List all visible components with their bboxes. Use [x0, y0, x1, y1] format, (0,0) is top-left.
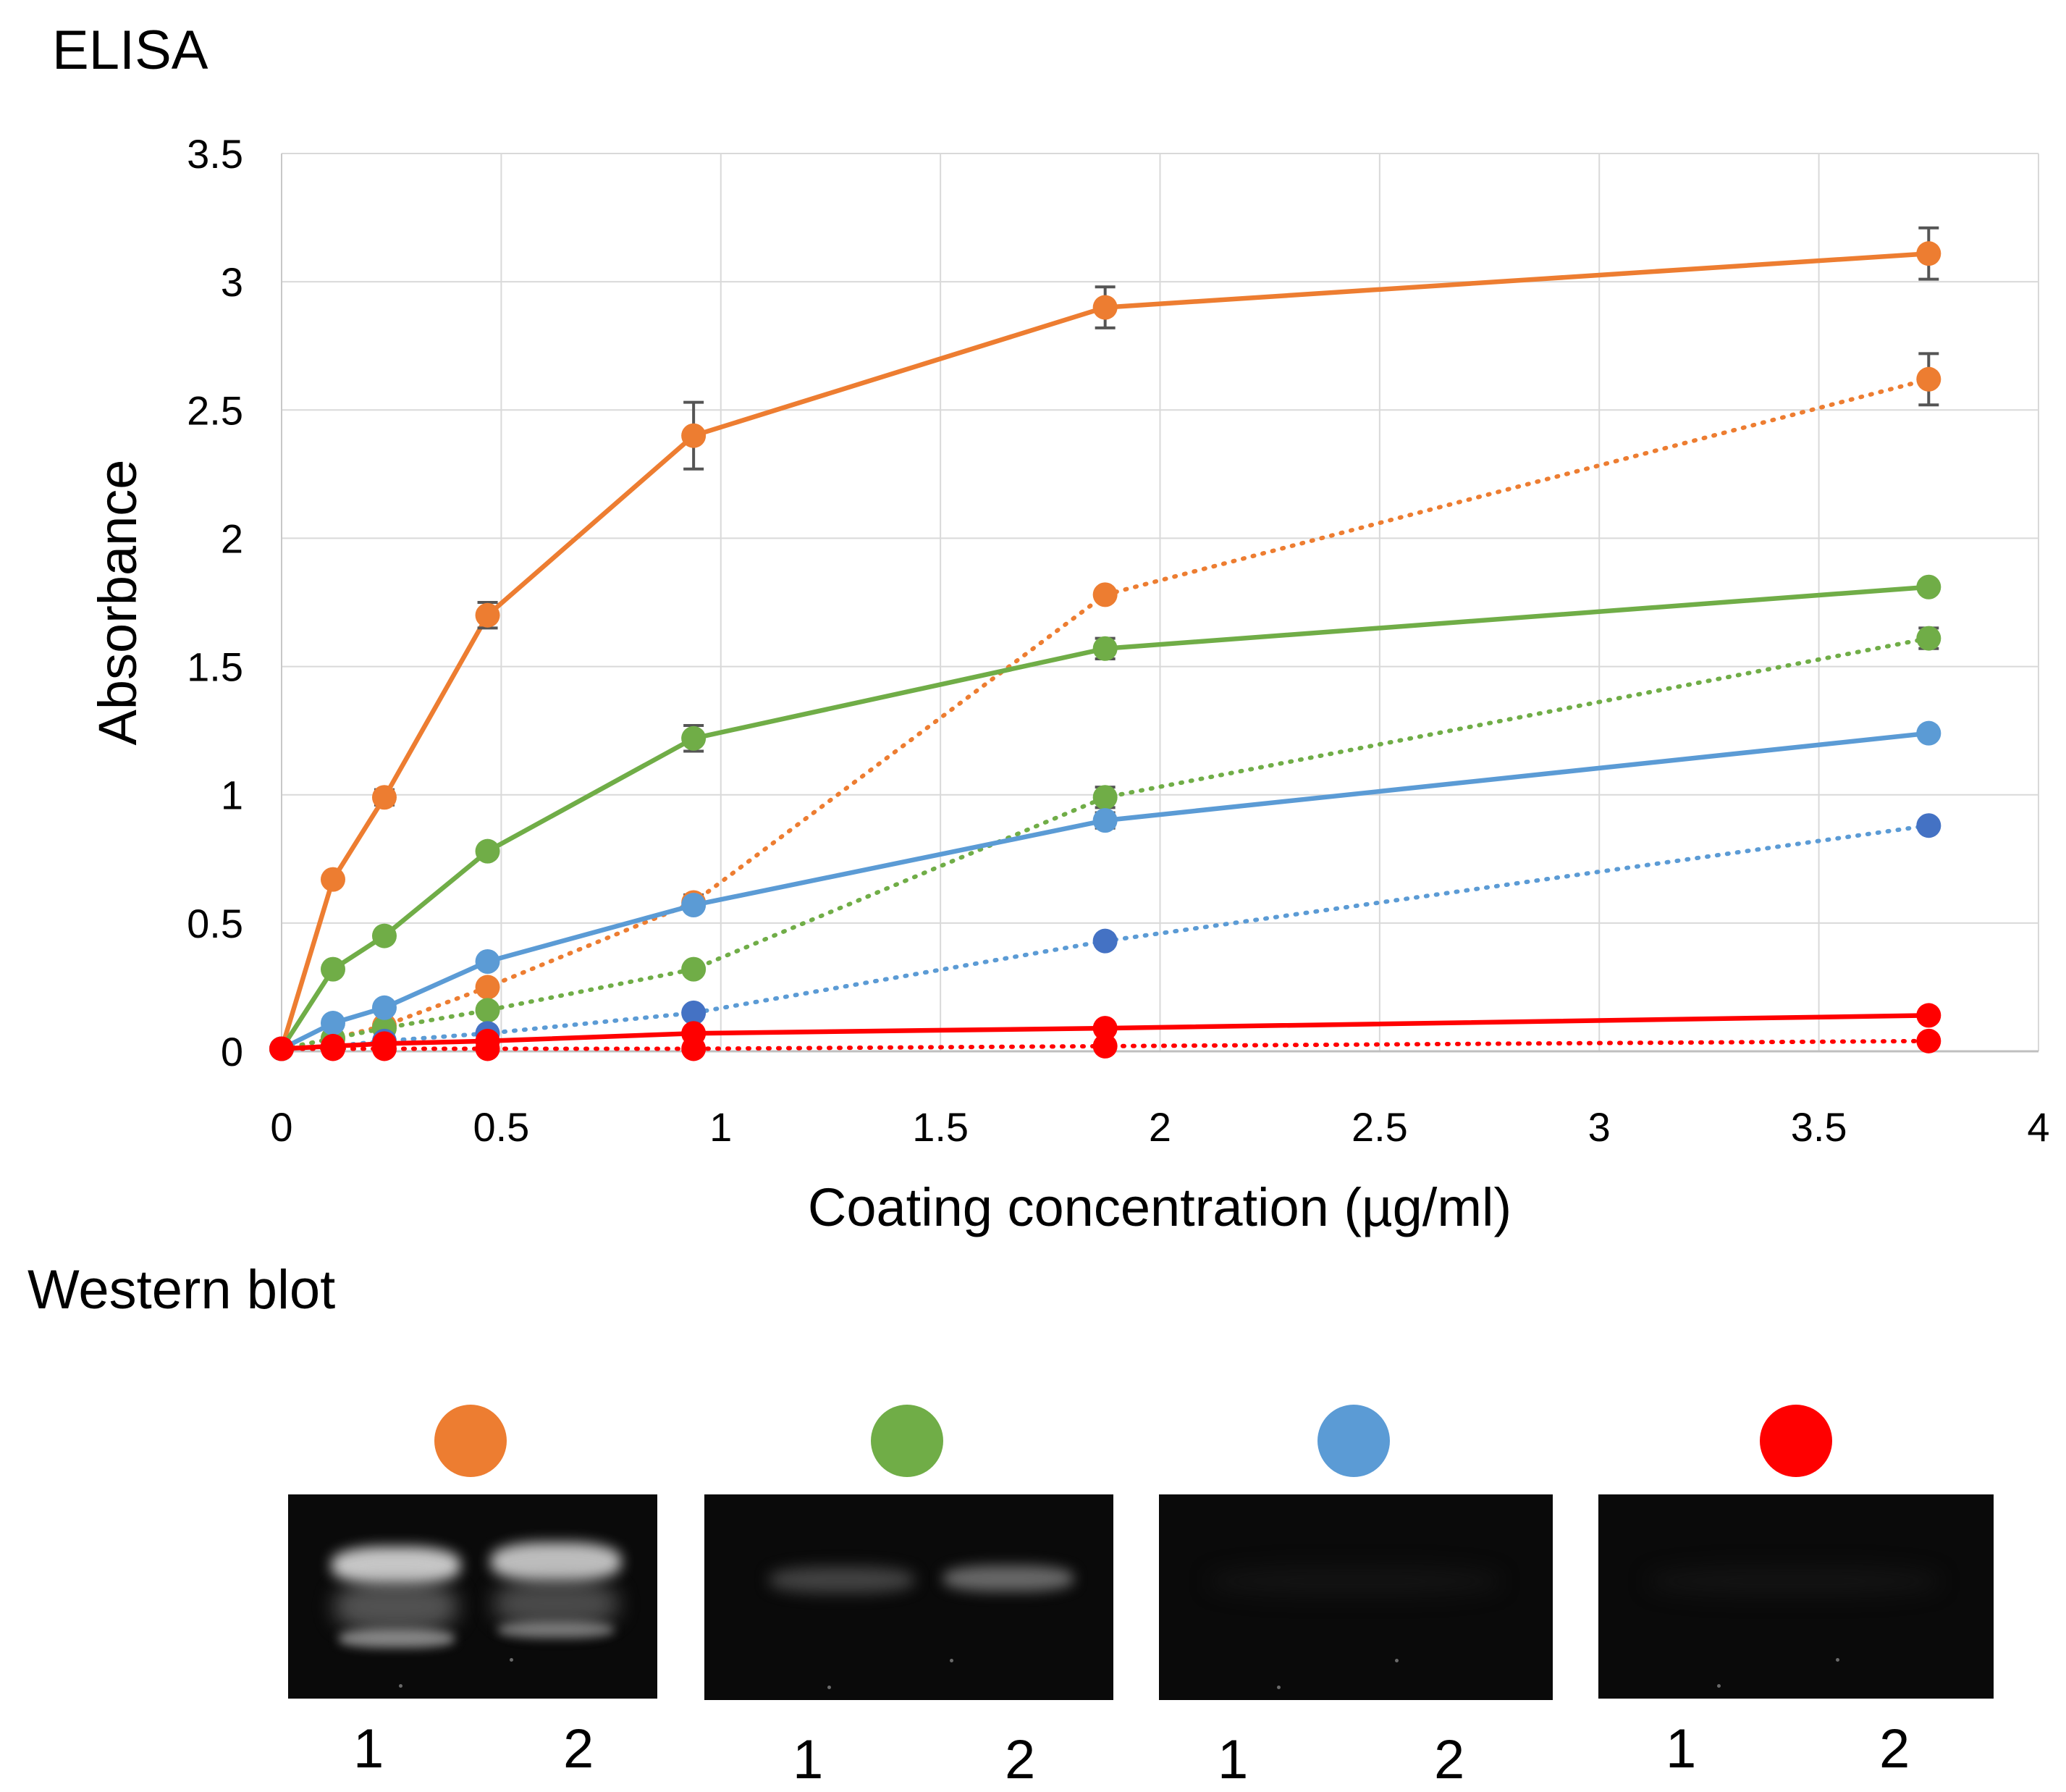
legend-dot-orange	[434, 1405, 507, 1477]
elisa-title: ELISA	[52, 20, 208, 81]
data-point	[320, 956, 345, 982]
data-point	[475, 998, 500, 1023]
data-point	[371, 995, 397, 1020]
data-point	[1916, 1003, 1941, 1028]
y-tick-label: 3	[221, 259, 243, 305]
data-point	[371, 923, 397, 948]
western-blot-title: Western blot	[28, 1259, 336, 1321]
data-point	[1916, 241, 1941, 266]
lane-label-lane2-green: 2	[1005, 1729, 1036, 1791]
blot-speck	[950, 1659, 953, 1662]
band-smear-lane2	[494, 1580, 618, 1628]
data-point	[1916, 574, 1941, 600]
x-tick-label: 2	[1149, 1104, 1171, 1150]
data-point	[681, 725, 707, 751]
data-point	[1092, 1033, 1118, 1059]
data-point	[371, 1031, 397, 1056]
data-point	[320, 1011, 345, 1036]
x-tick-label: 0.5	[473, 1104, 529, 1150]
data-point	[1092, 928, 1118, 954]
series-orange-solid	[269, 226, 1941, 1061]
blot-speck	[1836, 1658, 1839, 1662]
lane-label-lane1-green: 1	[793, 1729, 824, 1791]
blot-panel-green	[704, 1494, 1113, 1700]
data-point	[475, 602, 500, 628]
data-point	[1092, 1016, 1118, 1041]
legend-dot-green	[871, 1405, 943, 1477]
data-point	[475, 1028, 500, 1053]
data-point	[681, 956, 707, 982]
series-green-solid	[269, 574, 1941, 1061]
y-tick-label: 0	[221, 1029, 243, 1074]
data-point	[1916, 1028, 1941, 1053]
data-point	[681, 423, 707, 448]
blot-speck	[827, 1686, 831, 1689]
axes	[281, 153, 2038, 1053]
series	[269, 226, 1941, 1061]
band-smear-lane1	[334, 1581, 458, 1632]
data-point	[1092, 785, 1118, 810]
data-point	[681, 893, 707, 918]
data-point	[1092, 295, 1118, 320]
data-point	[1916, 720, 1941, 746]
data-point	[371, 785, 397, 810]
band-lane2	[943, 1565, 1074, 1591]
blot-speck	[1277, 1686, 1281, 1689]
legend-dot-red	[1760, 1405, 1832, 1477]
x-tick-label: 3	[1588, 1104, 1611, 1150]
blot-speck	[510, 1658, 513, 1662]
data-point	[475, 838, 500, 864]
blot-panel-blue	[1159, 1494, 1553, 1700]
tick-labels: 0 0.5 1 1.5 2 2.5 3 3.5 0 0.5 1 1.5 2 2.5 3 3.5 4	[187, 131, 2049, 1150]
band-lower-lane1	[339, 1629, 455, 1648]
data-point	[1092, 582, 1118, 607]
data-point	[1092, 808, 1118, 833]
x-tick-label: 1.5	[912, 1104, 969, 1150]
x-tick-label: 0	[270, 1104, 292, 1150]
data-point	[1916, 626, 1941, 651]
blot-speck	[399, 1684, 402, 1688]
y-tick-label: 1.5	[187, 644, 243, 690]
blot-speck	[1395, 1659, 1399, 1662]
data-point	[1092, 636, 1118, 661]
lane-label-lane1-blue: 1	[1218, 1729, 1249, 1791]
lane-label-lane2-red: 2	[1879, 1718, 1910, 1780]
band-upper-lane2	[491, 1542, 621, 1581]
lane-label-lane1-red: 1	[1666, 1718, 1697, 1780]
data-point	[475, 949, 500, 974]
x-tick-label: 4	[2027, 1104, 2049, 1150]
y-tick-label: 3.5	[187, 131, 243, 177]
data-point	[1916, 813, 1941, 838]
blot-speck	[1717, 1684, 1721, 1688]
band-faint	[1210, 1567, 1499, 1596]
blot-panel-red	[1598, 1494, 1994, 1699]
lane-label-lane2-blue: 2	[1434, 1729, 1465, 1791]
y-tick-label: 1	[221, 773, 243, 818]
data-point	[475, 975, 500, 1000]
legend-dot-blue	[1317, 1405, 1390, 1477]
y-tick-label: 2.5	[187, 387, 243, 433]
data-point	[269, 1036, 294, 1061]
data-point	[681, 1000, 707, 1025]
band-lower-lane2	[498, 1622, 614, 1638]
band-lane1	[770, 1567, 914, 1593]
y-tick-label: 2	[221, 516, 243, 561]
x-tick-label: 1	[709, 1104, 732, 1150]
lane-label-lane2-orange: 2	[563, 1718, 594, 1780]
blot-panel-orange	[288, 1494, 657, 1699]
data-point	[1916, 366, 1941, 392]
x-tick-label: 3.5	[1791, 1104, 1847, 1150]
data-point	[320, 867, 345, 892]
y-axis-title: Absorbance	[88, 460, 148, 746]
elisa-chart: 0 0.5 1 1.5 2 2.5 3 3.5 0 0.5 1 1.5 2 2.5 3 3.5 4 Coatin…	[88, 131, 2050, 1237]
x-axis-title: Coating concentration (µg/ml)	[808, 1177, 1511, 1237]
lane-label-lane1-orange: 1	[353, 1718, 384, 1780]
x-tick-label: 2.5	[1352, 1104, 1408, 1150]
data-point	[320, 1033, 345, 1059]
band-faint	[1649, 1567, 1939, 1596]
y-tick-label: 0.5	[187, 901, 243, 946]
band-upper-lane1	[332, 1547, 460, 1584]
data-point	[681, 1021, 707, 1046]
series-red-solid	[269, 1003, 1941, 1061]
